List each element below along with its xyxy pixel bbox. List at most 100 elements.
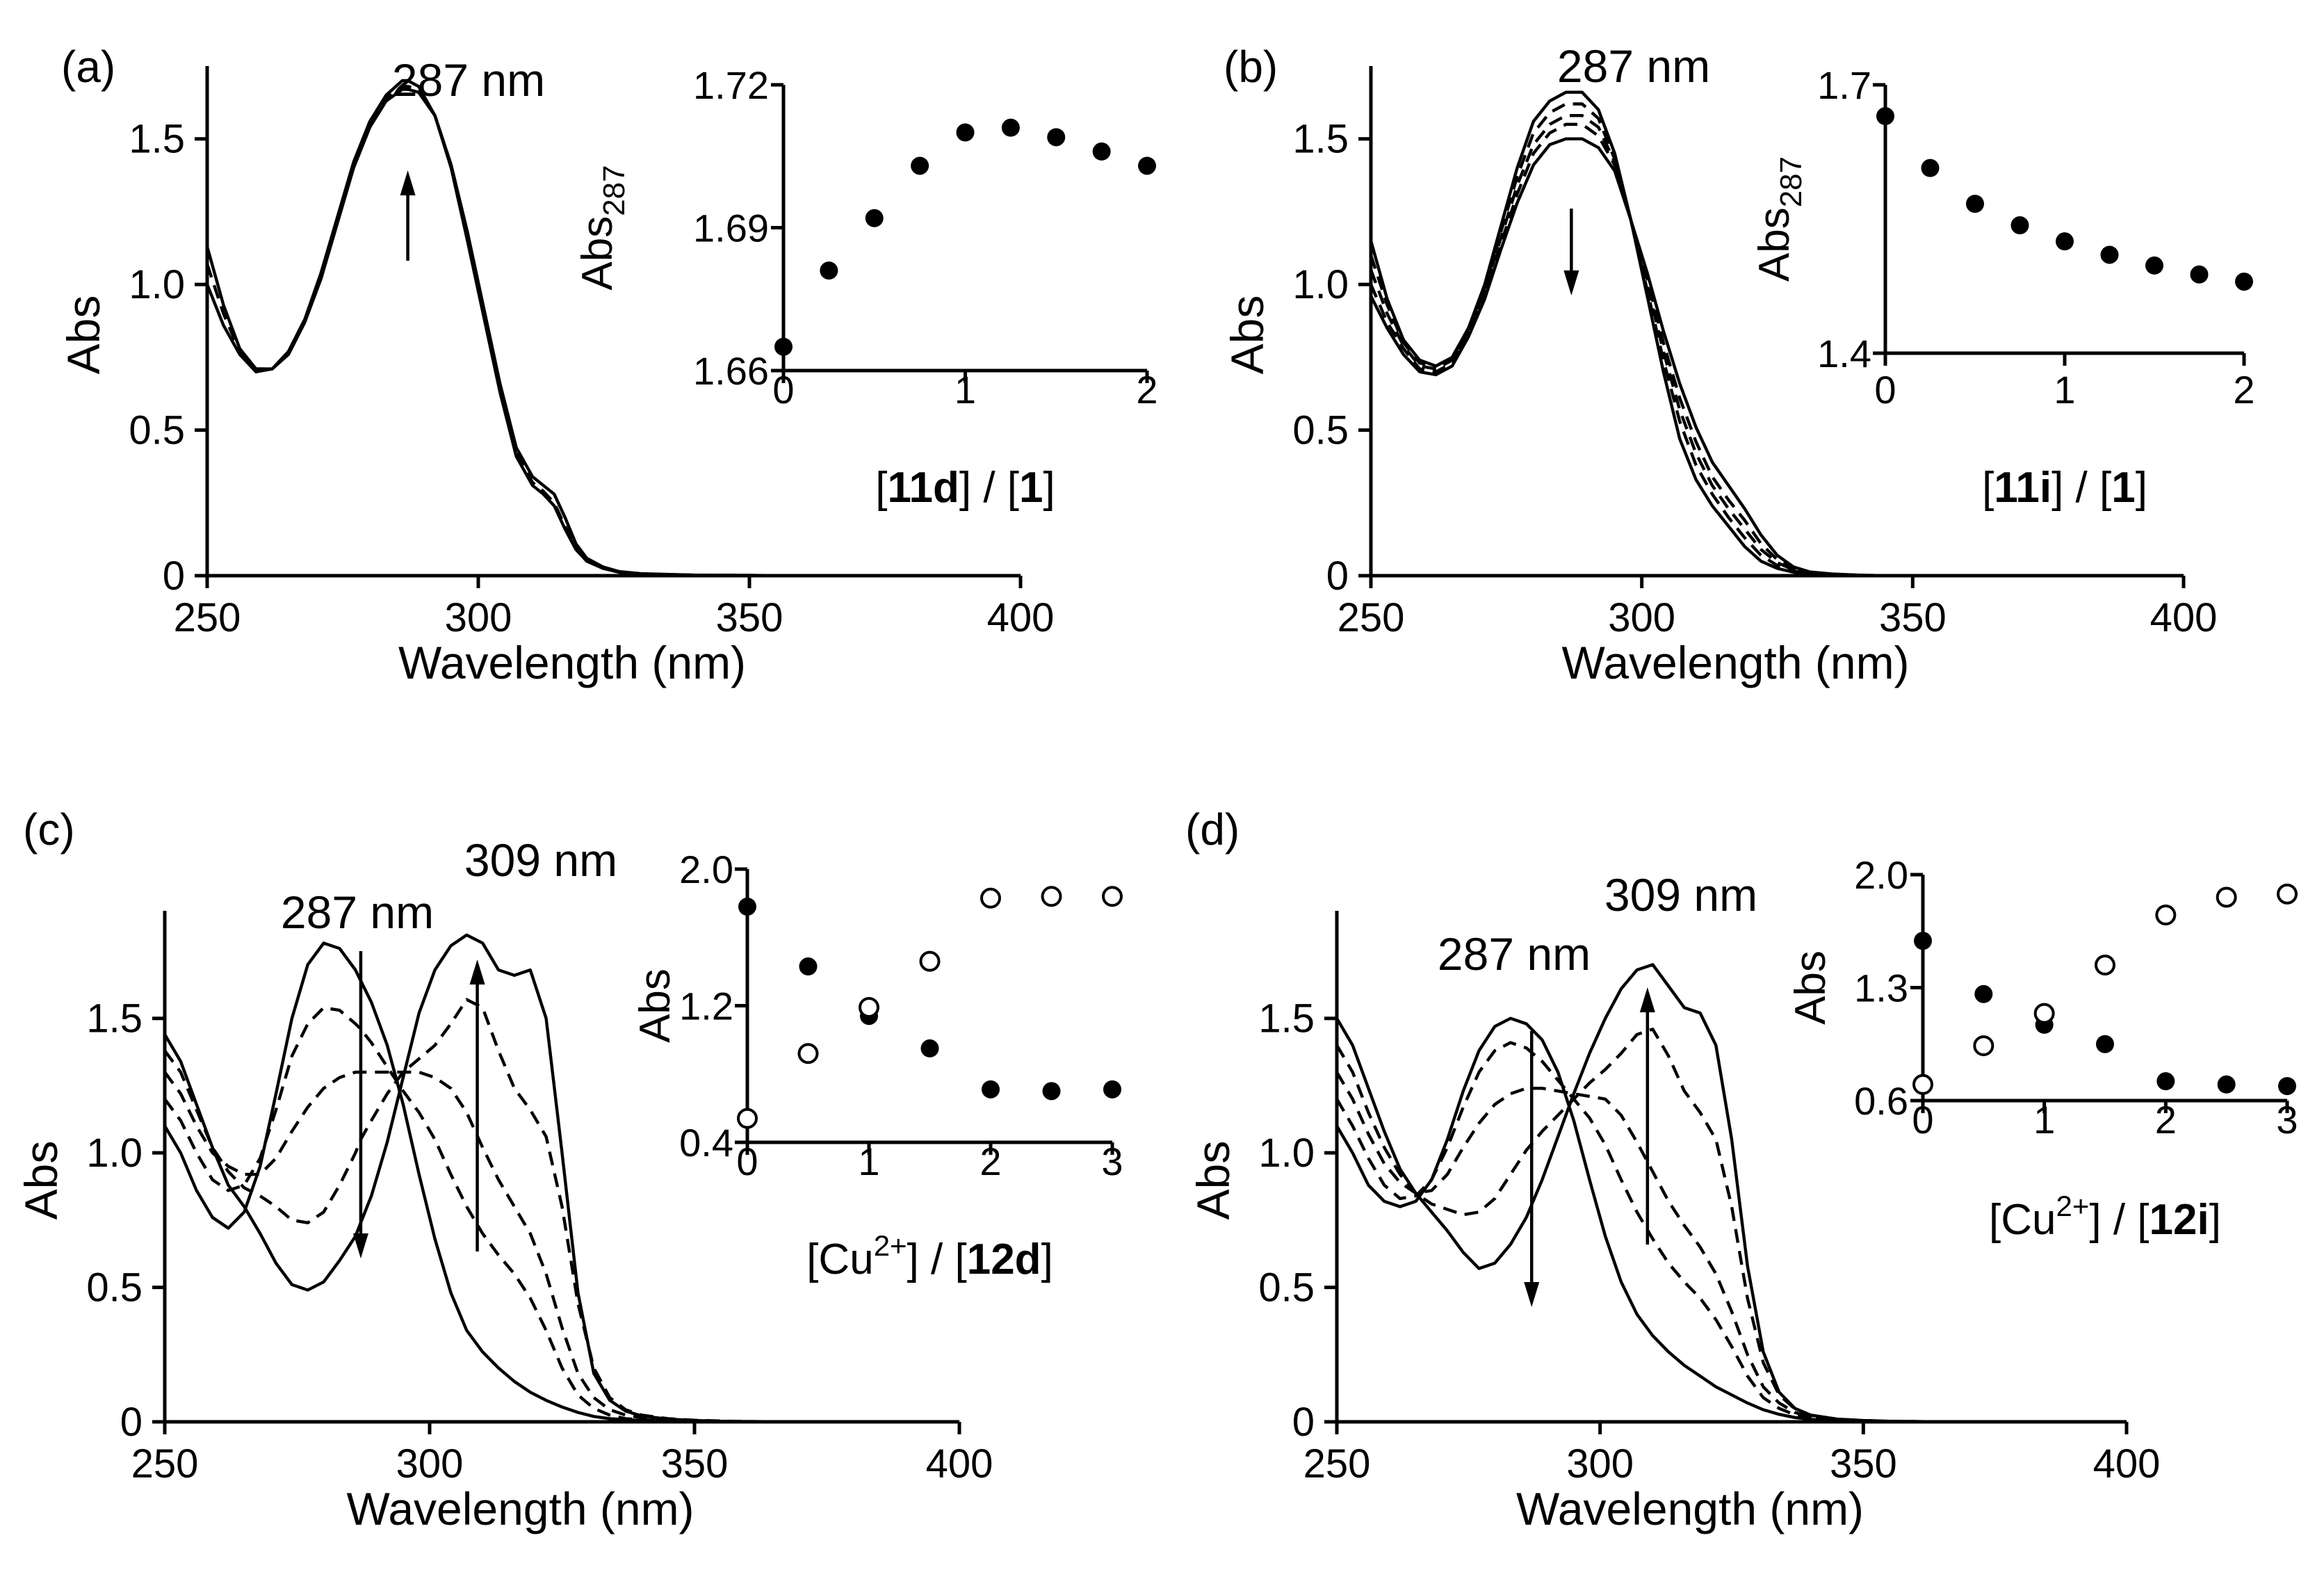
filled-marker [2096,1035,2114,1053]
filled-marker [2190,265,2209,284]
inset-x-axis-label: [Cu2+] / [12d] [806,1229,1053,1283]
spectrum-dashed-1 [205,85,804,578]
filled-marker [2010,216,2029,235]
filled-marker [2278,1077,2296,1096]
arrow-head [1639,987,1655,1012]
x-axis-label: Wavelength (nm) [1561,637,1909,688]
x-tick-label: 300 [1566,1441,1634,1486]
open-marker [2155,905,2177,926]
filled-marker [2145,256,2163,275]
filled-marker [2056,232,2074,251]
inset-chart: 0 1 2 3 0.4 1.2 2.0 Abs [Cu2+] / [12d] [631,848,1123,1283]
inset-y-tick-label: 0.6 [1854,1079,1908,1123]
inset-x-tick-label: 0 [772,368,794,412]
arrow-head [1524,1282,1540,1307]
peak-label: 309 nm [1604,869,1757,921]
peak-label: 309 nm [464,834,617,886]
filled-marker [911,156,929,175]
inset-y-axis-label: Abs287 [1750,156,1808,282]
open-marker [1041,886,1062,907]
inset-y-tick-label: 2.0 [1854,853,1908,897]
panel-label: (c) [23,804,75,854]
filled-marker [1042,1082,1061,1101]
y-tick-label: 0.5 [86,1265,143,1311]
x-tick-label: 250 [131,1441,199,1486]
y-tick-label: 0.5 [1292,408,1349,453]
x-tick-label: 300 [1608,595,1675,640]
filled-marker [799,957,818,976]
inset-x-tick-label: 2 [980,1140,1001,1183]
x-tick-label: 250 [1303,1441,1371,1486]
peak-label: 287 nm [1557,40,1710,92]
panel-label: (a) [61,42,115,92]
panel-c: (c) 250 300 350 400 0 0.5 1.0 1.5 Wavelength (nm)… [15,804,1123,1534]
open-marker [2095,955,2115,975]
filled-marker [920,1039,939,1058]
inset-x-tick-label: 0 [1912,1098,1933,1142]
open-marker [980,887,1001,909]
inset-y-tick-label: 1.66 [693,349,769,393]
arrow-head [352,1233,368,1258]
arrow-head [1563,270,1579,295]
inset-x-tick-label: 1 [954,368,976,412]
filled-marker [1103,1080,1121,1099]
panel-d: (d) 250 300 350 400 0 0.5 1.0 1.5 Wavelength (nm)… [1185,804,2298,1534]
inset-chart: 0 1 2 1.4 1.7 Abs287 [11i] / [1] [1750,63,2255,512]
y-tick-label: 1.5 [1258,996,1315,1042]
open-marker [859,996,879,1018]
spectrum-solid-0 [163,941,959,1424]
open-marker [797,1043,819,1064]
open-marker [2033,1003,2055,1024]
y-axis-label: Abs [1221,295,1273,375]
inset-x-tick-label: 1 [2054,368,2075,412]
inset-x-axis-label: [Cu2+] / [12i] [1989,1190,2221,1244]
inset-y-tick-label: 1.69 [693,206,769,250]
inset-x-tick-label: 3 [2276,1098,2298,1142]
filled-marker [1001,118,1020,137]
filled-marker [865,209,884,227]
filled-marker [738,898,756,916]
spectrum-solid-2 [205,88,804,578]
inset-x-tick-label: 1 [2033,1098,2055,1142]
spectrum-dashed-2 [1335,1071,1969,1424]
spectrum-dashed-1 [163,1006,959,1424]
x-tick-label: 250 [1338,595,1405,640]
filled-marker [1138,156,1156,175]
y-tick-label: 0 [1292,1400,1315,1445]
spectrum-solid-4 [1370,137,1913,578]
filled-marker [1092,142,1111,161]
y-tick-label: 1.5 [86,996,143,1042]
panel-a: (a) 250 300 350 400 0 0.5 1.0 1.5 Wavelength (nm)… [58,42,1158,688]
x-tick-label: 400 [2150,595,2218,640]
y-axis-label: Abs [1187,1141,1239,1220]
y-tick-label: 1.0 [86,1131,143,1176]
x-tick-label: 400 [987,595,1055,640]
panel-label: (d) [1185,804,1240,854]
inset-y-axis-label: Abs [1787,950,1835,1025]
inset-chart: 0 1 2 1.66 1.69 1.72 Abs287 [11d] / [1] [574,63,1158,512]
x-tick-label: 350 [1879,595,1947,640]
filled-marker [2217,1075,2236,1094]
y-tick-label: 1.0 [1292,262,1349,307]
filled-marker [2156,1072,2175,1091]
filled-marker [820,261,838,280]
spectrum-solid-4 [1335,963,1969,1424]
open-marker [1102,886,1123,907]
inset-y-axis-label: Abs287 [574,165,631,290]
filled-marker [982,1080,1000,1099]
inset-y-axis-label: Abs [631,969,679,1043]
inset-y-tick-label: 1.2 [679,984,733,1028]
open-marker [1973,1035,1994,1057]
x-axis-label: Wavelength (nm) [398,637,746,688]
open-marker [919,950,941,972]
filled-marker [1047,128,1066,147]
filled-marker [774,337,793,356]
spectrum-solid-4 [163,933,959,1424]
inset-x-tick-label: 1 [858,1140,879,1183]
inset-x-tick-label: 0 [1874,368,1896,412]
panel-label: (b) [1224,42,1278,92]
x-tick-label: 300 [396,1441,464,1486]
inset-x-tick-label: 2 [2233,368,2254,412]
inset-y-tick-label: 1.3 [1854,966,1908,1010]
